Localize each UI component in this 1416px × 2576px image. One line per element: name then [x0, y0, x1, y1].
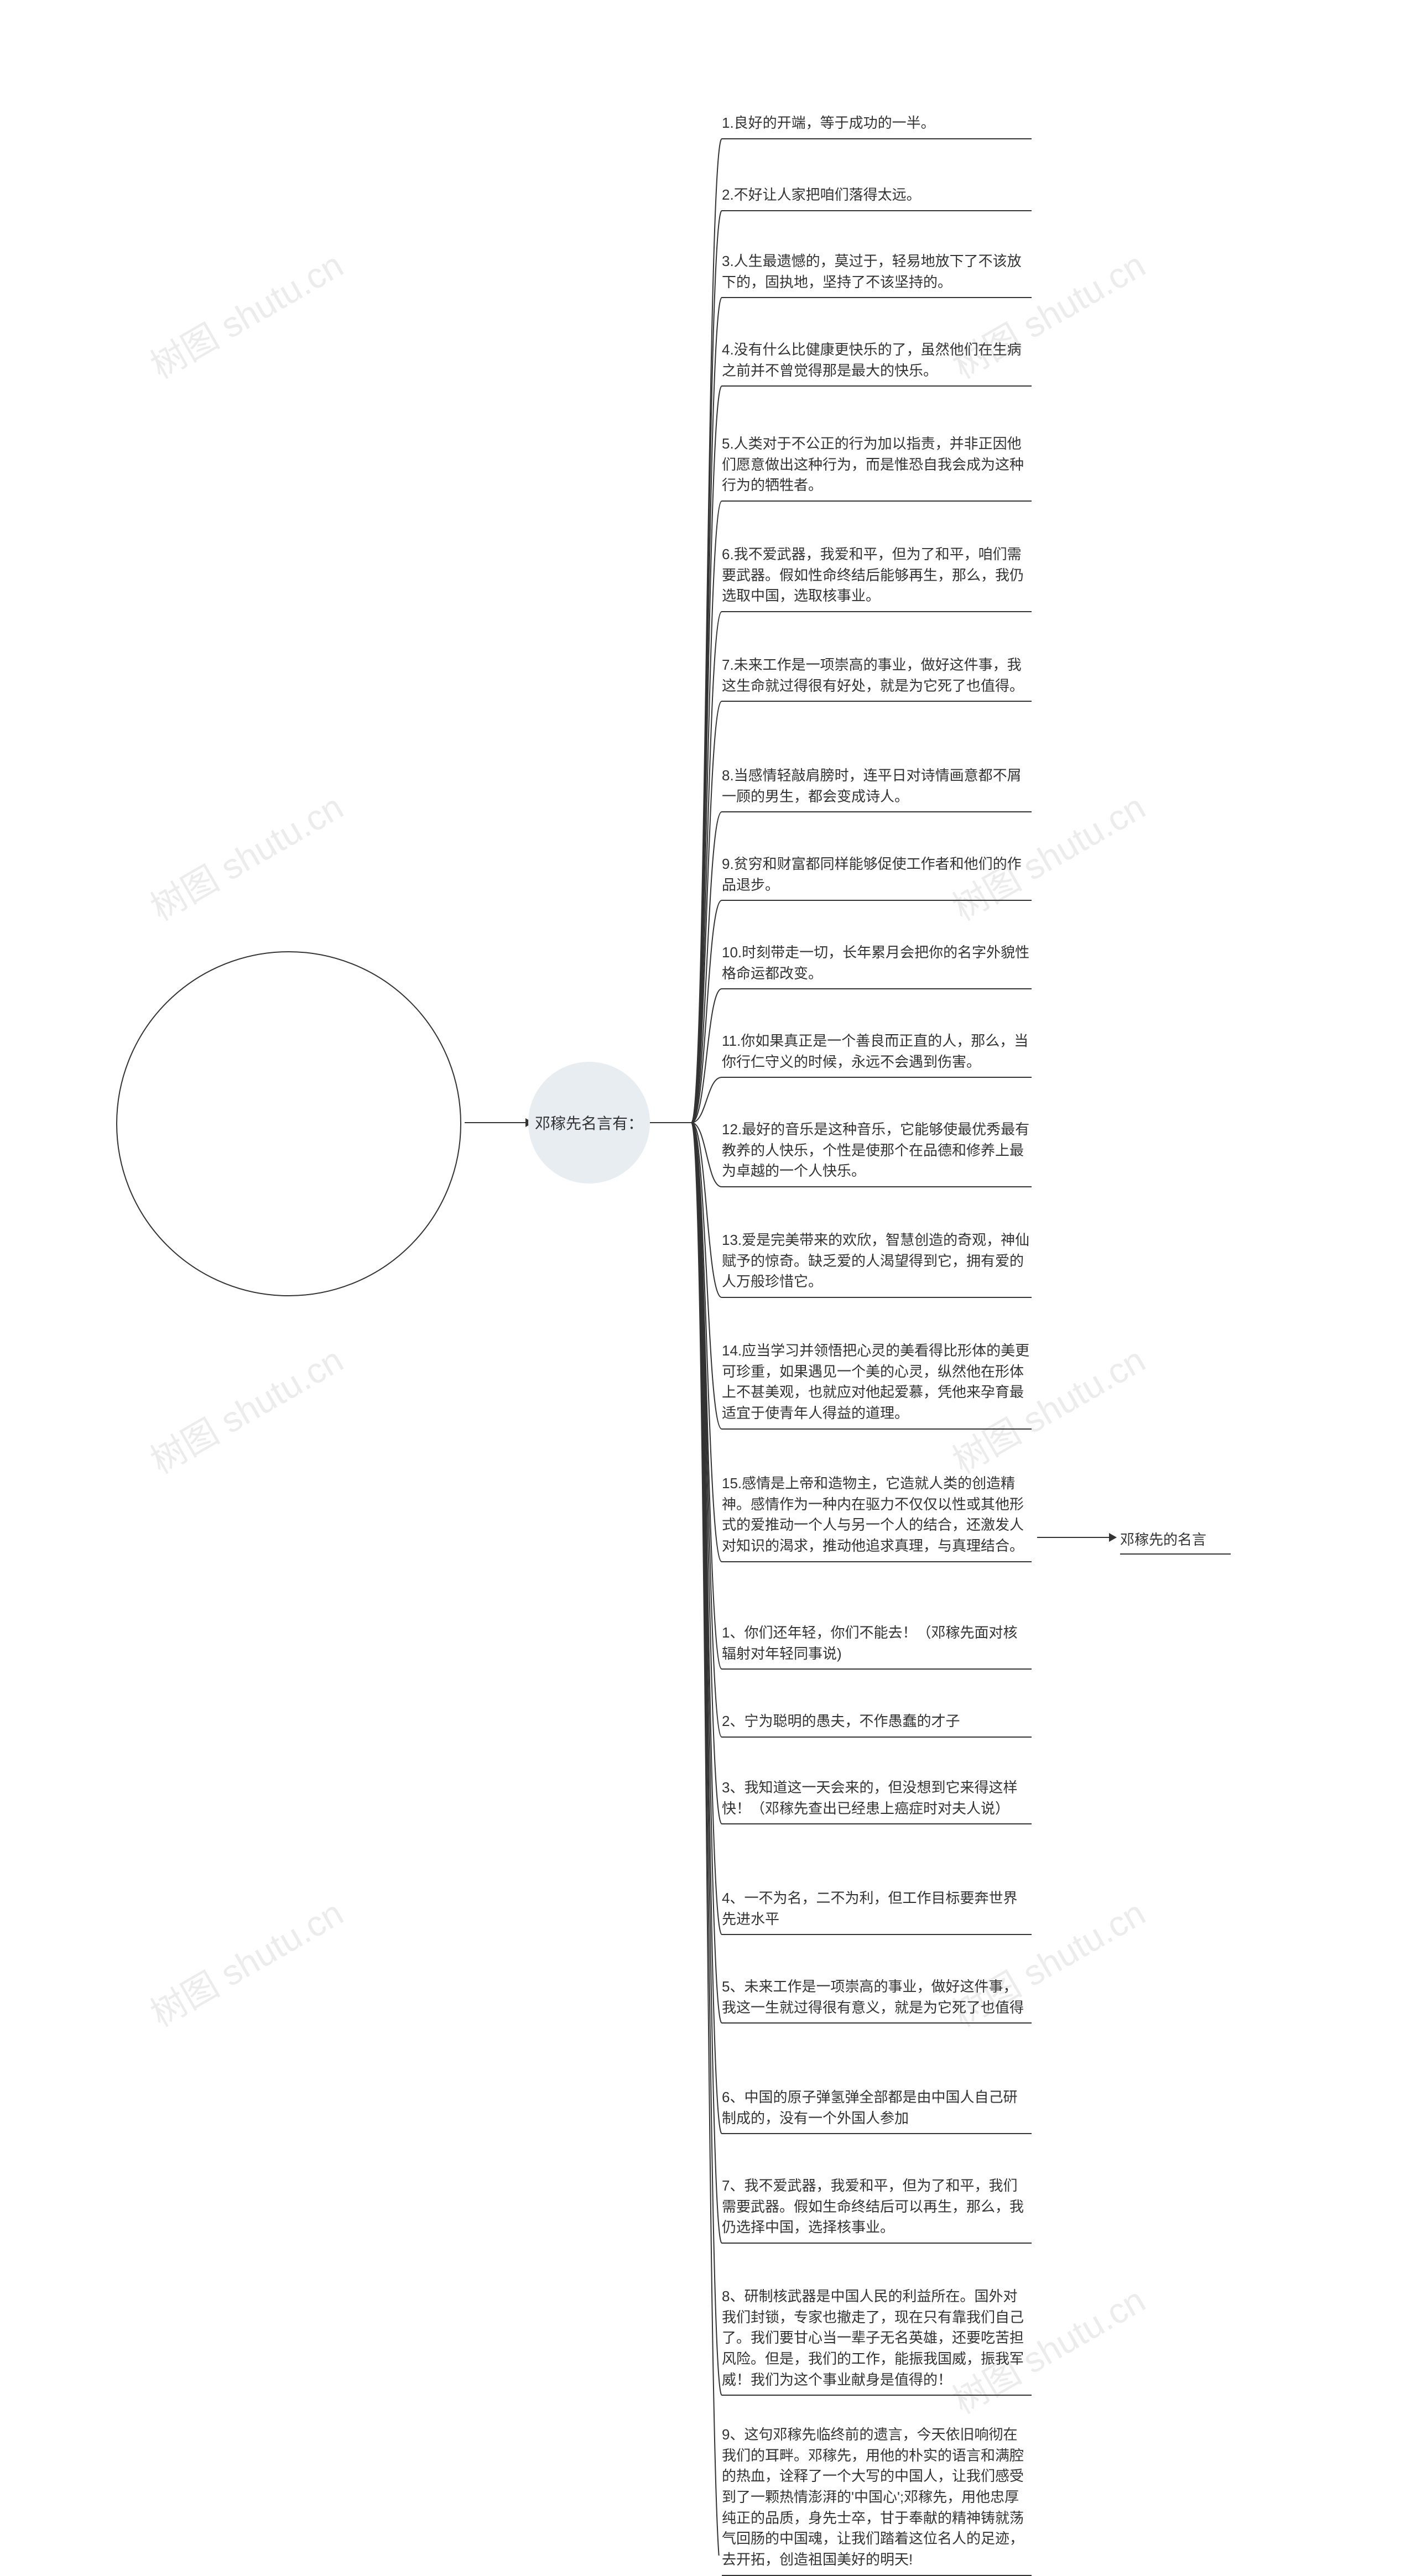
leaf-node: 1.良好的开端，等于成功的一半。: [722, 111, 1032, 139]
watermark-text: 树图 shutu.cn: [140, 1885, 351, 2037]
leaf-underline: [722, 210, 1032, 211]
leaf-node: 5.人类对于不公正的行为加以指责，并非正因他们愿意做出这种行为，而是惟恐自我会成…: [722, 431, 1032, 502]
final-node: 邓稼先的名言: [1120, 1526, 1231, 1555]
leaf-underline: [722, 138, 1032, 139]
watermark-text: 树图 shutu.cn: [140, 779, 351, 931]
leaf-node: 15.感情是上帝和造物主，它造就人类的创造精神。感情作为一种内在驱力不仅仅以性或…: [722, 1471, 1032, 1562]
leaf-underline: [722, 500, 1032, 502]
leaf-node: 3、我知道这一天会来的，但没想到它来得这样快！（邓稼先查出已经患上癌症时对夫人说…: [722, 1775, 1032, 1824]
leaf-underline: [722, 900, 1032, 901]
leaf-underline: [722, 701, 1032, 702]
leaf-node: 9、这句邓稼先临终前的遗言，今天依旧响彻在我们的耳畔。邓稼先，用他的朴实的语言和…: [722, 2422, 1032, 2576]
center-node: 邓稼先名言有：: [528, 1062, 650, 1183]
leaf-node: 6.我不爱武器，我爱和平，但为了和平，咱们需要武器。假如性命终结后能够再生，那么…: [722, 542, 1032, 612]
leaf-node: 4、一不为名，二不为利，但工作目标要奔世界先进水平: [722, 1886, 1032, 1935]
leaf-underline: [722, 1428, 1032, 1430]
leaf-node: 8、研制核武器是中国人民的利益所在。国外对我们封锁，专家也撤走了，现在只有靠我们…: [722, 2284, 1032, 2396]
leaf-node: 14.应当学习并领悟把心灵的美看得比形体的美更可珍重，如果遇见一个美的心灵，纵然…: [722, 1338, 1032, 1430]
leaf-node: 13.爱是完美带来的欢欣，智慧创造的奇观，神仙赋予的惊奇。缺乏爱的人渴望得到它，…: [722, 1228, 1032, 1298]
leaf-underline: [722, 1737, 1032, 1738]
leaf-node: 7、我不爱武器，我爱和平，但为了和平，我们需要武器。假如生命终结后可以再生，那么…: [722, 2173, 1032, 2244]
leaf-underline: [722, 1823, 1032, 1824]
leaf-node: 2、宁为聪明的愚夫，不作愚蠢的才子: [722, 1709, 1032, 1738]
leaf-node: 3.人生最遗憾的，莫过于，轻易地放下了不该放下的，固执地，坚持了不该坚持的。: [722, 249, 1032, 298]
final-node-underline: [1120, 1553, 1231, 1555]
leaf-node: 4.没有什么比健康更快乐的了，虽然他们在生病之前并不曾觉得那是最大的快乐。: [722, 337, 1032, 387]
leaf-node: 8.当感情轻敲肩膀时，连平日对诗情画意都不屑一顾的男生，都会变成诗人。: [722, 763, 1032, 812]
leaf-underline: [722, 2243, 1032, 2244]
final-node-label: 邓稼先的名言: [1120, 1531, 1206, 1548]
leaf-underline: [722, 1561, 1032, 1562]
leaf-underline: [722, 385, 1032, 387]
leaf-node: 2.不好让人家把咱们落得太远。: [722, 182, 1032, 211]
arrow-leaf-to-final: [1037, 1537, 1109, 1538]
leaf-node: 10.时刻带走一切，长年累月会把你的名字外貌性格命运都改变。: [722, 940, 1032, 989]
center-node-label: 邓稼先名言有：: [535, 1112, 643, 1134]
leaf-node: 12.最好的音乐是这种音乐，它能够使最优秀最有教养的人快乐，个性是使那个在品德和…: [722, 1117, 1032, 1187]
leaf-node: 9.贫穷和财富都同样能够促使工作者和他们的作品退步。: [722, 852, 1032, 901]
leaf-underline: [722, 297, 1032, 298]
leaf-underline: [722, 2022, 1032, 2024]
leaf-underline: [722, 1934, 1032, 1935]
leaf-underline: [722, 2395, 1032, 2396]
leaf-node: 11.你如果真正是一个善良而正直的人，那么，当你行仁守义的时候，永远不会遇到伤害…: [722, 1029, 1032, 1078]
arrow-leaf-to-final-head: [1109, 1533, 1117, 1542]
watermark-text: 树图 shutu.cn: [140, 1332, 351, 1484]
leaf-underline: [722, 811, 1032, 812]
leaf-node: 5、未来工作是一项崇高的事业，做好这件事，我这一生就过得很有意义，就是为它死了也…: [722, 1974, 1032, 2024]
leaf-underline: [722, 2133, 1032, 2134]
leaf-node: 7.未来工作是一项崇高的事业，做好这件事，我这生命就过得很有好处，就是为它死了也…: [722, 653, 1032, 702]
leaf-underline: [722, 988, 1032, 989]
arrow-root-to-center: [465, 1122, 525, 1123]
leaf-underline: [722, 1297, 1032, 1298]
leaf-underline: [722, 1077, 1032, 1078]
leaf-underline: [722, 611, 1032, 612]
leaf-underline: [722, 1186, 1032, 1187]
watermark-text: 树图 shutu.cn: [140, 237, 351, 389]
root-circle: [116, 951, 461, 1296]
leaf-underline: [722, 1668, 1032, 1670]
leaf-node: 6、中国的原子弹氢弹全部都是由中国人自己研制成的，没有一个外国人参加: [722, 2085, 1032, 2134]
leaf-node: 1、你们还年轻，你们不能去！（邓稼先面对核辐射对年轻同事说): [722, 1620, 1032, 1670]
diagram-canvas: 树图 shutu.cn 树图 shutu.cn 树图 shutu.cn 树图 shut…: [0, 0, 1416, 2556]
